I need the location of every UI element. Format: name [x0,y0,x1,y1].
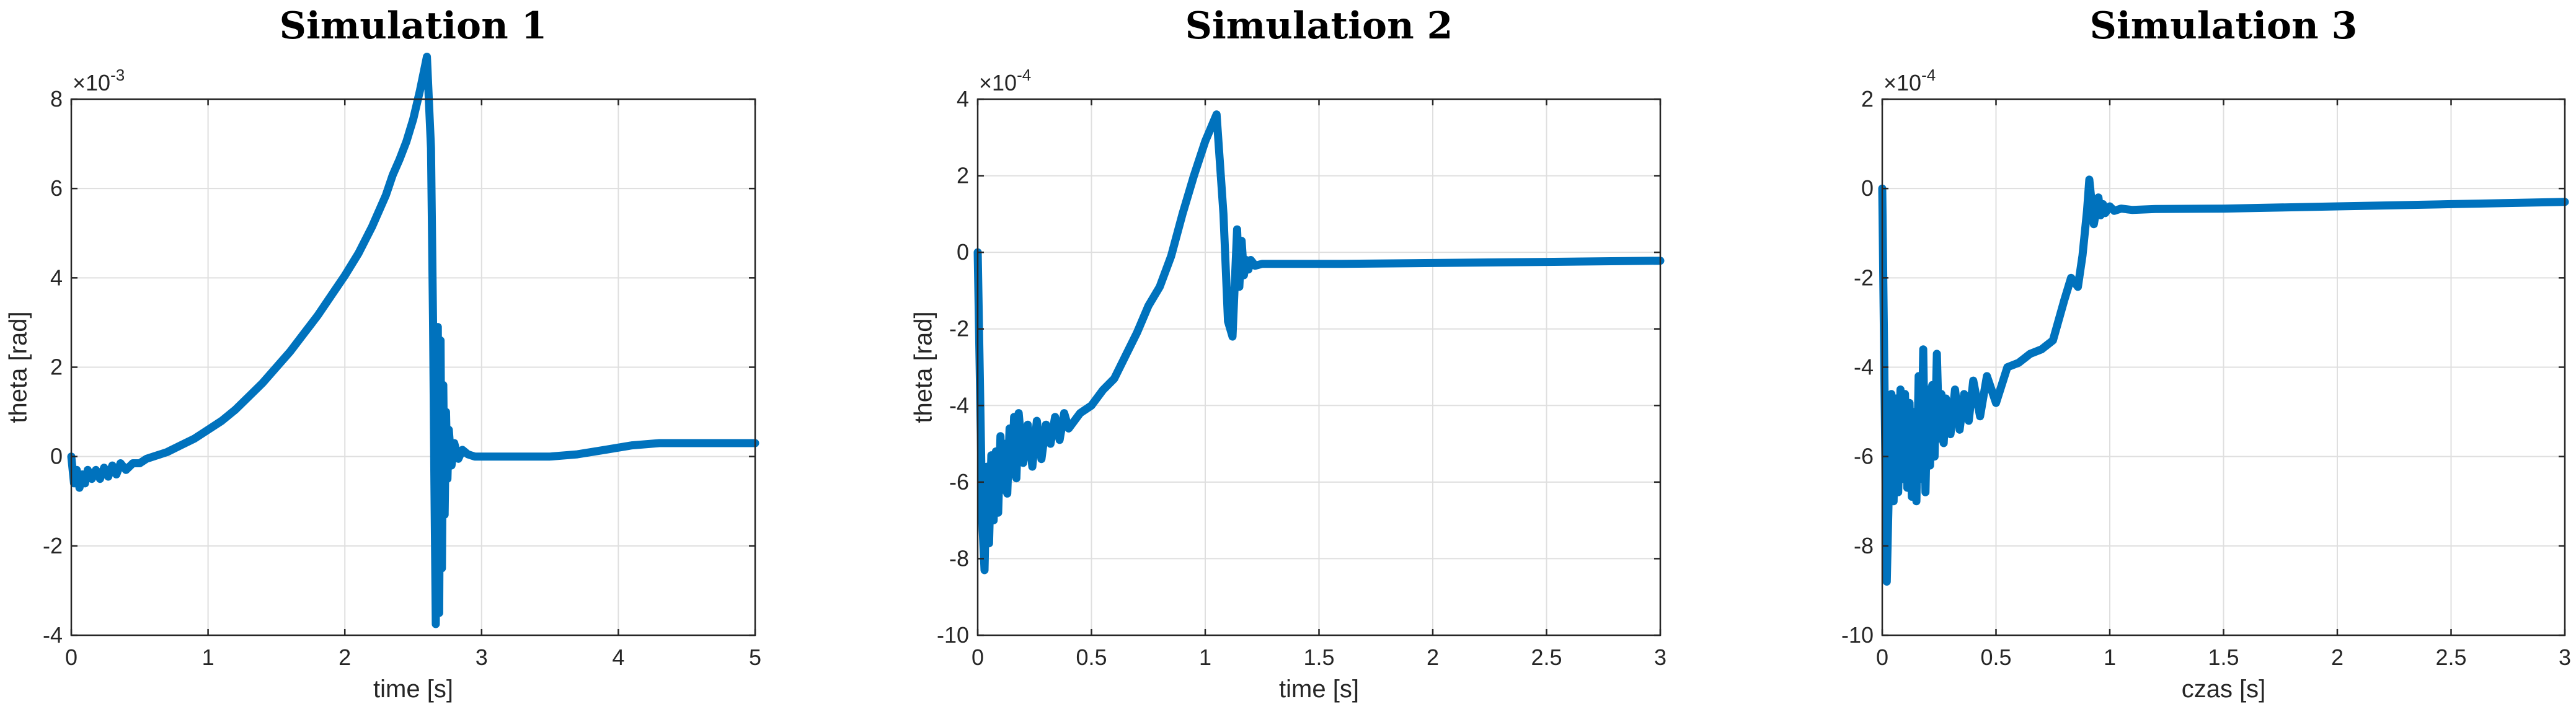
x-axis-label: time [s] [373,676,453,703]
x-tick-label: 3 [476,645,488,670]
x-tick-label: 0 [972,645,984,670]
x-tick-label: 0 [1876,645,1888,670]
x-tick-label: 3 [2559,645,2571,670]
y-tick-label: 4 [957,86,969,112]
x-tick-label: 1.5 [1303,645,1334,670]
x-axis-label: time [s] [1279,676,1359,703]
x-tick-label: 4 [612,645,624,670]
y-tick-label: -6 [1854,444,1874,469]
chart-title: Simulation 1 [280,4,547,48]
y-tick-label: 2 [50,354,63,380]
y-exponent-label: ×10-4 [1883,66,1936,95]
y-tick-label: -8 [949,545,969,571]
y-tick-label: 2 [1861,86,1874,112]
x-tick-label: 2.5 [1531,645,1562,670]
y-tick-label: -2 [43,533,63,558]
y-tick-label: -4 [43,622,63,648]
x-tick-label: 0 [65,645,77,670]
series-line-1 [973,110,1665,575]
x-tick-label: 0.5 [1076,645,1107,670]
y-tick-label: -2 [1854,265,1874,290]
y-tick-label: -4 [1854,354,1874,380]
y-tick-label: -4 [949,392,969,418]
x-tick-label: 3 [1654,645,1666,670]
y-tick-label: -10 [937,622,969,648]
y-tick-label: 2 [957,163,969,188]
y-exponent-label: ×10-3 [73,66,125,95]
y-axis-label: theta [rad] [5,311,32,423]
x-tick-label: 2.5 [2435,645,2466,670]
y-tick-label: 0 [957,239,969,265]
y-tick-label: -6 [949,469,969,495]
y-tick-label: 6 [50,175,63,201]
y-tick-label: 8 [50,86,63,112]
x-tick-label: 1.5 [2208,645,2239,670]
chart-panel-1: 0 1 2 3 4 5 -4 -2 0 2 4 6 8 ×10-3 Simulation 1 time [s]… [5,4,761,703]
y-tick-label: 0 [50,444,63,469]
x-tick-label: 1 [2104,645,2116,670]
x-tick-label: 5 [749,645,761,670]
y-tick-label: -8 [1854,533,1874,558]
chart-panel-2: 0 0.5 1 1.5 2 2.5 3 -10 -8 -6 -4 -2 0 2 4 ×10-4 Simulati… [910,4,1666,703]
x-tick-label: 0.5 [1980,645,2011,670]
x-tick-label: 1 [1199,645,1211,670]
y-tick-label: -2 [949,316,969,341]
y-tick-label: 4 [50,265,63,290]
y-axis-label: theta [rad] [910,311,937,423]
y-tick-label: -10 [1841,622,1874,648]
x-tick-label: 2 [1427,645,1439,670]
chart-title: Simulation 3 [2090,4,2358,48]
y-exponent-label: ×10-4 [979,66,1031,95]
x-tick-label: 2 [2331,645,2344,670]
series-line-1 [67,53,759,628]
y-tick-label: 0 [1861,175,1874,201]
x-tick-label: 1 [202,645,215,670]
x-tick-label: 2 [339,645,351,670]
series-line-1 [1878,175,2569,586]
x-axis-label: czas [s] [2182,676,2266,703]
chart-title: Simulation 2 [1185,4,1453,48]
chart-panel-3: 0 0.5 1 1.5 2 2.5 3 -10 -8 -6 -4 -2 0 2 ×10-4 Simulatio… [1841,4,2571,703]
